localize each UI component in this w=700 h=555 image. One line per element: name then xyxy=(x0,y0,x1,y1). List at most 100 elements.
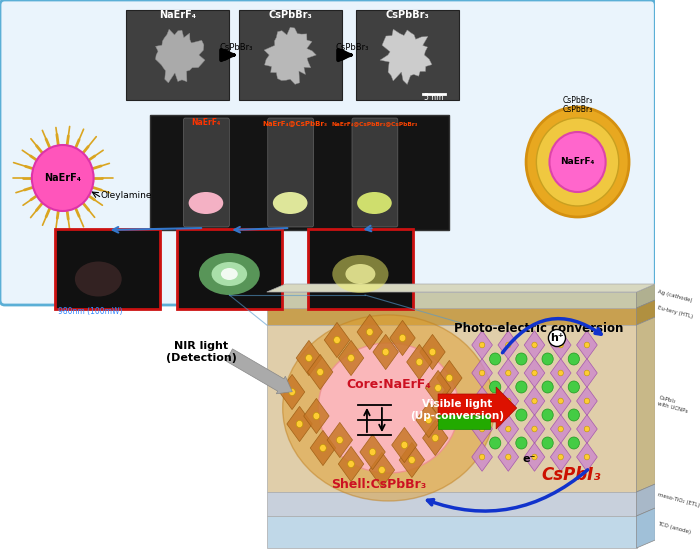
Circle shape xyxy=(317,369,323,376)
Text: CsPbBr₃: CsPbBr₃ xyxy=(385,10,429,20)
Circle shape xyxy=(542,437,553,449)
Polygon shape xyxy=(296,340,321,376)
Polygon shape xyxy=(577,387,597,415)
Circle shape xyxy=(526,107,629,217)
Polygon shape xyxy=(550,387,571,415)
FancyBboxPatch shape xyxy=(183,118,230,227)
Circle shape xyxy=(505,454,511,460)
Circle shape xyxy=(516,409,527,421)
Circle shape xyxy=(536,118,619,206)
Circle shape xyxy=(32,145,94,211)
Circle shape xyxy=(568,409,580,421)
Polygon shape xyxy=(324,322,350,357)
Circle shape xyxy=(568,353,580,365)
Circle shape xyxy=(542,353,553,365)
Bar xyxy=(267,292,636,308)
Circle shape xyxy=(489,353,500,365)
FancyBboxPatch shape xyxy=(177,229,282,309)
Ellipse shape xyxy=(188,192,223,214)
Polygon shape xyxy=(267,284,655,292)
Polygon shape xyxy=(524,387,545,415)
Polygon shape xyxy=(498,331,519,359)
Polygon shape xyxy=(550,415,571,443)
Text: Oleylamine: Oleylamine xyxy=(100,191,152,200)
Ellipse shape xyxy=(273,192,307,214)
Circle shape xyxy=(584,342,589,348)
Polygon shape xyxy=(636,284,655,308)
Polygon shape xyxy=(360,435,385,470)
Circle shape xyxy=(441,405,448,411)
Circle shape xyxy=(432,435,439,442)
Text: NaErF₄: NaErF₄ xyxy=(561,158,595,166)
Polygon shape xyxy=(577,331,597,359)
Polygon shape xyxy=(577,359,597,387)
Text: CsPbBr₃: CsPbBr₃ xyxy=(562,105,593,114)
Circle shape xyxy=(550,132,606,192)
FancyArrow shape xyxy=(226,349,293,394)
Polygon shape xyxy=(416,402,442,437)
Polygon shape xyxy=(155,29,205,83)
Text: Visible light
(Up-conversion): Visible light (Up-conversion) xyxy=(410,399,504,421)
Circle shape xyxy=(584,426,589,432)
Circle shape xyxy=(505,426,511,432)
Bar xyxy=(267,492,636,516)
FancyBboxPatch shape xyxy=(308,229,413,309)
Bar xyxy=(267,516,636,548)
Ellipse shape xyxy=(75,261,122,296)
Polygon shape xyxy=(636,300,655,325)
Circle shape xyxy=(489,381,500,393)
Polygon shape xyxy=(636,508,655,548)
Circle shape xyxy=(320,445,326,452)
Polygon shape xyxy=(524,415,545,443)
Bar xyxy=(356,10,459,100)
Bar xyxy=(267,308,636,325)
Circle shape xyxy=(516,437,527,449)
Circle shape xyxy=(289,388,295,396)
Polygon shape xyxy=(472,415,492,443)
Circle shape xyxy=(532,370,537,376)
Ellipse shape xyxy=(283,315,494,501)
Circle shape xyxy=(516,353,527,365)
Polygon shape xyxy=(304,398,329,433)
Ellipse shape xyxy=(211,262,247,286)
FancyBboxPatch shape xyxy=(55,229,160,309)
Text: CsPbBr₃: CsPbBr₃ xyxy=(562,96,593,105)
Circle shape xyxy=(435,385,442,391)
Polygon shape xyxy=(524,359,545,387)
Circle shape xyxy=(532,342,537,348)
Polygon shape xyxy=(369,452,395,488)
Text: NIR light
(Detection): NIR light (Detection) xyxy=(166,341,237,363)
Circle shape xyxy=(337,436,343,443)
Polygon shape xyxy=(498,387,519,415)
Circle shape xyxy=(379,467,385,473)
Bar xyxy=(150,115,449,230)
Polygon shape xyxy=(307,355,333,390)
Text: 980nm (100mW): 980nm (100mW) xyxy=(58,307,122,316)
Polygon shape xyxy=(399,442,425,478)
Circle shape xyxy=(416,359,423,366)
Circle shape xyxy=(480,370,485,376)
Polygon shape xyxy=(550,359,571,387)
Text: CsPbBr₃: CsPbBr₃ xyxy=(219,43,253,52)
Circle shape xyxy=(334,336,340,344)
Polygon shape xyxy=(390,320,415,356)
Polygon shape xyxy=(338,340,364,376)
Circle shape xyxy=(348,355,354,361)
Bar xyxy=(239,10,342,100)
Circle shape xyxy=(426,416,432,423)
Circle shape xyxy=(480,426,485,432)
Circle shape xyxy=(429,349,436,356)
Polygon shape xyxy=(407,345,432,380)
Polygon shape xyxy=(577,443,597,471)
Polygon shape xyxy=(380,29,432,84)
Ellipse shape xyxy=(221,268,238,280)
Circle shape xyxy=(558,370,564,376)
Circle shape xyxy=(313,412,320,420)
Polygon shape xyxy=(498,415,519,443)
Polygon shape xyxy=(357,314,382,350)
Circle shape xyxy=(367,329,373,336)
Text: Eu-tery (HTL): Eu-tery (HTL) xyxy=(657,305,694,320)
Text: 5 nm: 5 nm xyxy=(424,93,443,102)
Circle shape xyxy=(296,421,303,427)
FancyArrow shape xyxy=(438,387,517,429)
